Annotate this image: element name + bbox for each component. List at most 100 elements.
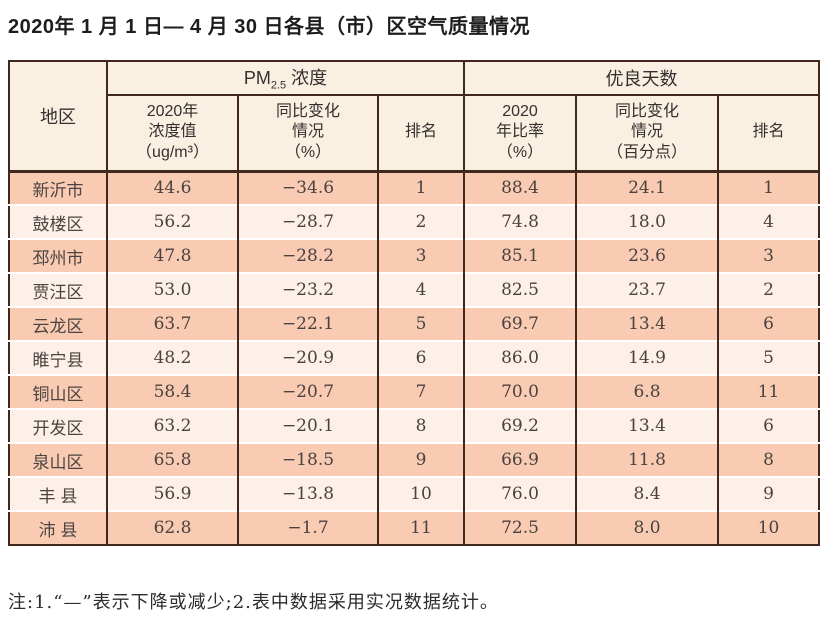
rate-change-cell: 11.8 — [575, 442, 718, 477]
region-cell: 泉山区 — [9, 442, 107, 477]
rate-cell: 72.5 — [463, 510, 576, 545]
pm-change-cell: −1.7 — [237, 510, 378, 545]
region-column-header: 地区 — [9, 61, 107, 171]
rate-cell: 69.7 — [463, 306, 576, 341]
rate-cell: 76.0 — [463, 476, 576, 511]
table-row: 开发区 63.2 −20.1 8 69.2 13.4 6 — [9, 408, 820, 443]
region-cell: 云龙区 — [9, 306, 107, 341]
rate-rank-cell: 1 — [716, 169, 820, 205]
rate-rank-cell: 5 — [716, 340, 820, 375]
table-body: 新沂市 44.6 −34.6 1 88.4 24.1 1 鼓楼区 56.2 −2… — [9, 169, 820, 545]
rate-cell: 82.5 — [463, 272, 576, 307]
pm25-group-header: PM2.5 浓度 — [106, 61, 464, 95]
pm-rank-header: 排名 — [377, 94, 464, 171]
rate-cell: 66.9 — [463, 442, 576, 477]
region-cell: 沛 县 — [9, 510, 107, 545]
pm-rank-cell: 5 — [377, 306, 464, 341]
region-cell: 丰 县 — [9, 476, 107, 511]
region-cell: 开发区 — [9, 408, 107, 443]
pm-change-header: 同比变化 情况 （%） — [237, 94, 378, 171]
rate-cell: 85.1 — [463, 238, 576, 273]
pm-rank-cell: 3 — [377, 238, 464, 273]
table-row: 贾汪区 53.0 −23.2 4 82.5 23.7 2 — [9, 272, 820, 307]
rate-header: 2020 年比率 （%） — [463, 94, 576, 171]
pm-value-cell: 48.2 — [106, 340, 238, 375]
rate-change-cell: 8.0 — [575, 510, 718, 545]
pm-change-cell: −22.1 — [237, 306, 378, 341]
rate-change-cell: 23.7 — [575, 272, 718, 307]
table-row: 鼓楼区 56.2 −28.7 2 74.8 18.0 4 — [9, 204, 820, 239]
pm-change-cell: −20.9 — [237, 340, 378, 375]
pm-change-cell: −28.2 — [237, 238, 378, 273]
pm-value-cell: 44.6 — [106, 169, 238, 205]
pm-rank-cell: 10 — [377, 476, 464, 511]
pm-value-cell: 63.2 — [106, 408, 238, 443]
sub-header-row: 2020年 浓度值 （ug/m³） 同比变化 情况 （%） 排名 2020 年比… — [9, 94, 820, 171]
rate-cell: 70.0 — [463, 374, 576, 409]
table-row: 邳州市 47.8 −28.2 3 85.1 23.6 3 — [9, 238, 820, 273]
rate-rank-header: 排名 — [716, 94, 820, 171]
rate-rank-cell: 10 — [716, 510, 820, 545]
table-row: 泉山区 65.8 −18.5 9 66.9 11.8 8 — [9, 442, 820, 477]
rate-rank-cell: 9 — [716, 476, 820, 511]
rate-change-cell: 8.4 — [575, 476, 718, 511]
rate-change-header: 同比变化 情况 （百分点） — [575, 94, 718, 171]
region-cell: 贾汪区 — [9, 272, 107, 307]
rate-rank-cell: 2 — [716, 272, 820, 307]
pm-change-cell: −18.5 — [237, 442, 378, 477]
rate-rank-cell: 6 — [716, 408, 820, 443]
rate-change-cell: 24.1 — [575, 169, 718, 205]
pm-value-cell: 56.9 — [106, 476, 238, 511]
page-title: 2020年 1 月 1 日— 4 月 30 日各县（市）区空气质量情况 — [8, 16, 531, 38]
pm-value-cell: 65.8 — [106, 442, 238, 477]
rate-change-cell: 6.8 — [575, 374, 718, 409]
table-footnote: 注:1.“—”表示下降或减少;2.表中数据采用实况数据统计。 — [8, 592, 499, 613]
table-row: 睢宁县 48.2 −20.9 6 86.0 14.9 5 — [9, 340, 820, 375]
rate-cell: 88.4 — [463, 169, 576, 205]
table-row: 云龙区 63.7 −22.1 5 69.7 13.4 6 — [9, 306, 820, 341]
table-row: 沛 县 62.8 −1.7 11 72.5 8.0 10 — [9, 510, 820, 545]
pm-rank-cell: 9 — [377, 442, 464, 477]
rate-cell: 74.8 — [463, 204, 576, 239]
pm-value-cell: 47.8 — [106, 238, 238, 273]
pm-rank-cell: 11 — [377, 510, 464, 545]
table-row: 丰 县 56.9 −13.8 10 76.0 8.4 9 — [9, 476, 820, 511]
pm-rank-cell: 6 — [377, 340, 464, 375]
region-cell: 邳州市 — [9, 238, 107, 273]
air-quality-table: 地区 PM2.5 浓度 优良天数 2020年 浓度值 （ug/m³） 同比变化 … — [8, 60, 821, 546]
pm-change-cell: −23.2 — [237, 272, 378, 307]
table-row: 铜山区 58.4 −20.7 7 70.0 6.8 11 — [9, 374, 820, 409]
rate-rank-cell: 8 — [716, 442, 820, 477]
pm25-label-suffix: 浓度 — [286, 68, 328, 89]
pm-value-cell: 53.0 — [106, 272, 238, 307]
rate-cell: 86.0 — [463, 340, 576, 375]
pm-rank-cell: 4 — [377, 272, 464, 307]
pm-value-cell: 62.8 — [106, 510, 238, 545]
pm-rank-cell: 1 — [377, 169, 464, 205]
pm-change-cell: −28.7 — [237, 204, 378, 239]
pm-rank-cell: 8 — [377, 408, 464, 443]
region-cell: 新沂市 — [9, 169, 107, 205]
pm-change-cell: −13.8 — [237, 476, 378, 511]
rate-rank-cell: 4 — [716, 204, 820, 239]
table-header: 地区 PM2.5 浓度 优良天数 2020年 浓度值 （ug/m³） 同比变化 … — [9, 61, 820, 171]
pm-rank-cell: 7 — [377, 374, 464, 409]
region-cell: 睢宁县 — [9, 340, 107, 375]
rate-change-cell: 13.4 — [575, 408, 718, 443]
region-cell: 铜山区 — [9, 374, 107, 409]
rate-change-cell: 23.6 — [575, 238, 718, 273]
pm25-label-prefix: PM — [243, 68, 271, 89]
rate-change-cell: 14.9 — [575, 340, 718, 375]
pm-change-cell: −20.7 — [237, 374, 378, 409]
pm-value-cell: 58.4 — [106, 374, 238, 409]
region-cell: 鼓楼区 — [9, 204, 107, 239]
good-days-group-header: 优良天数 — [462, 61, 820, 95]
pm-change-cell: −20.1 — [237, 408, 378, 443]
pm25-subscript: 2.5 — [270, 79, 287, 92]
rate-cell: 69.2 — [463, 408, 576, 443]
pm-value-cell: 56.2 — [106, 204, 238, 239]
rate-change-cell: 18.0 — [575, 204, 718, 239]
pm-value-cell: 63.7 — [106, 306, 238, 341]
rate-rank-cell: 6 — [716, 306, 820, 341]
